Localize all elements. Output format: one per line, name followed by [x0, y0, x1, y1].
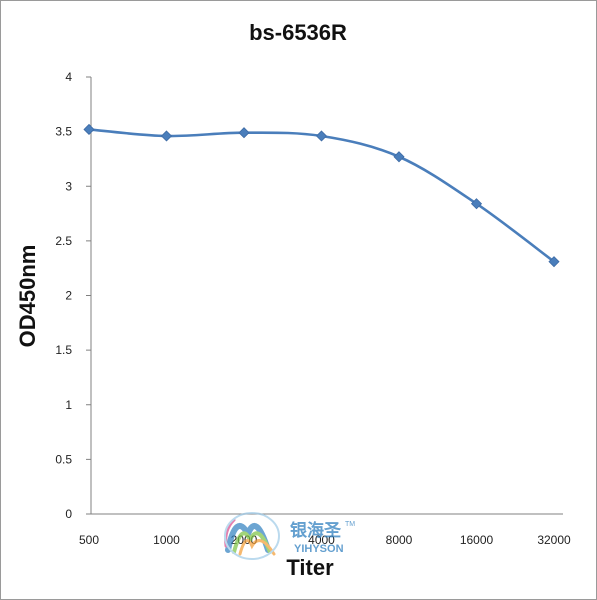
data-point-marker: [470, 198, 483, 210]
watermark-logo: 银海圣 TM YIHYSON: [224, 512, 355, 560]
data-point-marker: [315, 130, 328, 142]
y-axis-ticks: 0 0.5 1 1.5 2 2.5 3 3.5 4: [55, 70, 91, 521]
x-tick-label: 4000: [308, 533, 335, 547]
x-tick-label: 500: [79, 533, 99, 547]
data-point-marker: [238, 127, 250, 139]
y-tick-label: 2.5: [55, 234, 72, 248]
watermark-emblem-icon: [224, 512, 280, 560]
watermark-en-text: YIHYSON: [294, 543, 344, 555]
x-tick-label: 8000: [386, 533, 413, 547]
data-point-marker: [83, 123, 95, 136]
y-tick-label: 1.5: [55, 343, 72, 357]
data-point-marker: [393, 151, 405, 163]
watermark-tm-text: TM: [345, 521, 355, 528]
series-layer: [83, 123, 560, 268]
data-point-marker: [548, 256, 560, 268]
chart-title: bs-6536R: [249, 20, 347, 45]
data-point-marker: [160, 130, 173, 142]
watermark-cn-text: 银海圣: [290, 520, 342, 541]
y-tick-label: 3.5: [55, 125, 72, 139]
y-axis-title: OD450nm: [15, 245, 40, 348]
series-line: [87, 128, 556, 263]
y-tick-label: 1: [65, 398, 72, 412]
y-tick-label: 4: [65, 70, 72, 84]
x-tick-label: 32000: [537, 533, 571, 547]
y-tick-label: 3: [65, 179, 72, 193]
y-tick-label: 2: [65, 289, 72, 303]
x-tick-label: 1000: [153, 533, 180, 547]
x-axis-title: Titer: [286, 555, 334, 580]
x-tick-label: 16000: [460, 533, 494, 547]
y-tick-label: 0.5: [55, 452, 72, 466]
y-tick-label: 0: [65, 507, 72, 521]
